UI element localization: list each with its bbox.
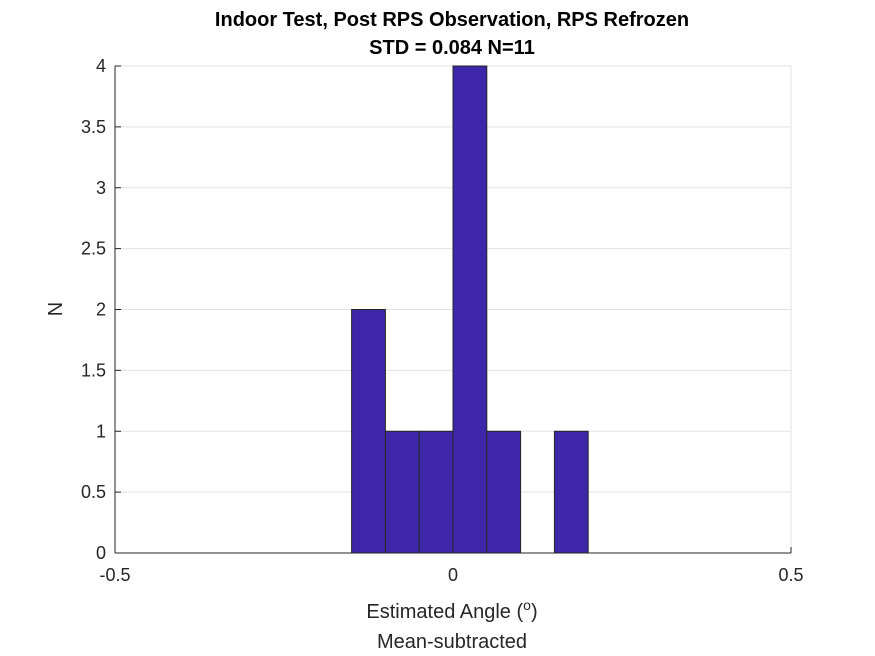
histogram-bars bbox=[351, 65, 589, 554]
x-axis-label-line2: Mean-subtracted bbox=[377, 631, 527, 653]
y-tick-label: 3 bbox=[96, 178, 106, 198]
chart-subtitle: STD = 0.084 N=11 bbox=[369, 37, 535, 59]
histogram-bar-2 bbox=[418, 430, 454, 554]
x-axis-label: Estimated Angle (o) bbox=[366, 597, 537, 623]
histogram-bar-1 bbox=[384, 430, 420, 554]
x-tick-labels: -0.5 0 0.5 bbox=[99, 565, 803, 585]
x-axis-label-main: Estimated Angle ( bbox=[366, 601, 523, 623]
x-tick-label: 0.5 bbox=[778, 565, 803, 585]
x-axis-label-superscript: o bbox=[523, 597, 531, 613]
x-axis-label-suffix: ) bbox=[531, 601, 538, 623]
histogram-bar-0 bbox=[351, 309, 386, 554]
y-tick-labels: 0 0.5 1 1.5 2 2.5 3 3.5 4 bbox=[81, 56, 106, 563]
x-tick-label: -0.5 bbox=[99, 565, 130, 585]
y-axis-label: N bbox=[45, 302, 67, 316]
y-tick-label: 1.5 bbox=[81, 360, 106, 380]
histogram-bar-4 bbox=[486, 430, 522, 554]
histogram-bar-3 bbox=[452, 65, 488, 554]
x-tick-label: 0 bbox=[448, 565, 458, 585]
chart-title: Indoor Test, Post RPS Observation, RPS R… bbox=[215, 9, 689, 31]
axes bbox=[114, 65, 792, 554]
y-tick-label: 1 bbox=[96, 421, 106, 441]
y-tick-label: 0 bbox=[96, 543, 106, 563]
y-tick-label: 0.5 bbox=[81, 482, 106, 502]
y-tick-label: 4 bbox=[96, 56, 106, 76]
y-tick-label: 2 bbox=[96, 300, 106, 320]
y-tick-label: 3.5 bbox=[81, 117, 106, 137]
y-tick-label: 2.5 bbox=[81, 239, 106, 259]
histogram-bar-6 bbox=[553, 430, 589, 554]
